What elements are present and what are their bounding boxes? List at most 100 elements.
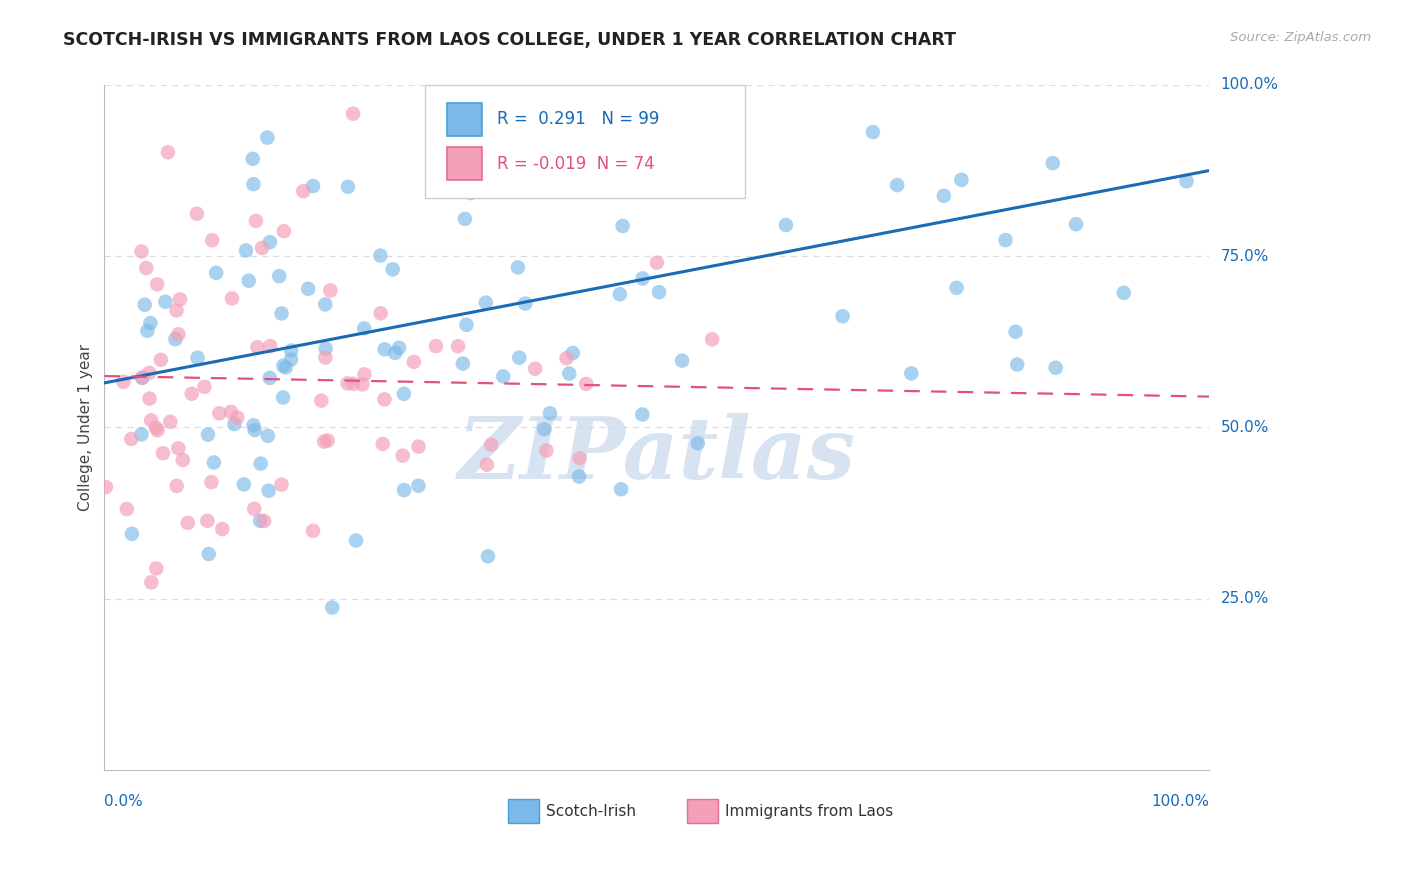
Point (166, 479, 188, 493)
Point (1175, 174, 1198, 188)
Point (226, 410, 249, 425)
Point (373, 392, 395, 407)
Point (141, 575, 163, 590)
Point (134, 298, 156, 312)
Point (516, 132, 538, 146)
Point (273, 224, 295, 238)
Point (145, 561, 167, 575)
Point (561, 346, 583, 360)
Point (112, 375, 135, 389)
Point (474, 295, 496, 310)
Point (668, 64, 690, 78)
Point (165, 332, 187, 346)
Point (270, 477, 292, 491)
Point (479, 437, 502, 451)
Point (314, 351, 336, 365)
Point (201, 233, 224, 247)
Point (447, 339, 470, 353)
Point (311, 393, 333, 408)
Point (631, 408, 654, 422)
Point (195, 514, 218, 528)
Point (336, 179, 359, 194)
Point (243, 501, 266, 516)
Point (131, 427, 153, 442)
Text: 25.0%: 25.0% (1220, 591, 1268, 607)
Point (193, 380, 215, 394)
Point (202, 455, 225, 469)
Text: R =  0.291   N = 99: R = 0.291 N = 99 (496, 111, 659, 128)
Point (138, 366, 160, 380)
Point (686, 436, 709, 450)
Point (612, 219, 634, 233)
Point (200, 475, 222, 490)
Point (270, 306, 292, 320)
Point (353, 321, 375, 335)
Point (297, 282, 319, 296)
Point (131, 244, 153, 259)
Point (1005, 358, 1028, 372)
Point (610, 162, 633, 177)
Point (1123, 64, 1146, 78)
Point (508, 351, 530, 365)
Point (945, 281, 967, 295)
Point (138, 392, 160, 406)
Point (197, 427, 219, 442)
Point (292, 184, 315, 198)
Point (536, 443, 558, 458)
Point (652, 160, 675, 174)
Point (370, 306, 392, 320)
Point (167, 327, 190, 342)
Text: Source: ZipAtlas.com: Source: ZipAtlas.com (1230, 31, 1371, 45)
Point (156, 145, 179, 160)
Point (506, 260, 529, 275)
Point (172, 453, 194, 467)
Point (994, 233, 1017, 247)
Point (271, 391, 294, 405)
Point (136, 324, 159, 338)
Point (900, 367, 922, 381)
Bar (447, 147, 482, 180)
Point (342, 376, 364, 391)
Point (492, 369, 515, 384)
Point (319, 284, 342, 298)
Point (702, 332, 724, 346)
Point (381, 262, 404, 277)
Point (1042, 156, 1064, 170)
Point (388, 341, 411, 355)
Point (314, 434, 336, 449)
Point (460, 186, 482, 200)
Point (167, 441, 190, 455)
Point (703, 169, 725, 183)
Point (631, 271, 654, 285)
Point (120, 432, 142, 446)
Point (315, 342, 337, 356)
Text: 100.0%: 100.0% (1152, 794, 1209, 809)
Text: 50.0%: 50.0% (1220, 420, 1268, 435)
Point (257, 429, 280, 443)
Point (648, 285, 671, 299)
Point (259, 371, 281, 385)
Point (242, 418, 264, 433)
Point (1004, 325, 1026, 339)
Point (208, 406, 231, 420)
Point (1045, 360, 1067, 375)
Point (886, 178, 908, 192)
Point (609, 287, 631, 301)
Point (166, 303, 188, 318)
Text: Scotch-Irish: Scotch-Irish (547, 804, 637, 819)
Point (371, 437, 394, 451)
Point (186, 207, 208, 221)
Point (177, 516, 200, 530)
Point (321, 600, 343, 615)
Point (302, 524, 325, 538)
Point (145, 421, 167, 435)
Point (370, 248, 392, 262)
Text: R = -0.019  N = 74: R = -0.019 N = 74 (496, 154, 654, 173)
Point (950, 173, 973, 187)
Point (645, 255, 668, 269)
Point (224, 417, 246, 431)
Point (205, 266, 228, 280)
Point (121, 526, 143, 541)
Point (274, 360, 297, 375)
Point (131, 370, 153, 384)
